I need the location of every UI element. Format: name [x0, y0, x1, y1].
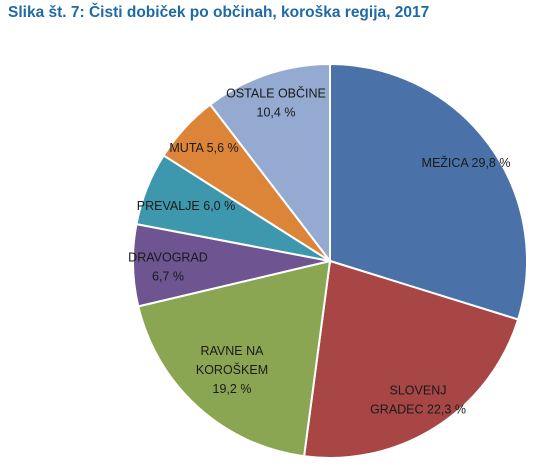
- slice-label-muta: MUTA 5,6 %: [169, 141, 238, 155]
- slice-label-mezica: MEŽICA 29,8 %: [422, 155, 511, 170]
- slice-label-ravne-na-koroskem: RAVNE NA KOROŠKEM 19,2 %: [196, 344, 268, 396]
- pie-slice-ostale-obcine: [208, 62, 331, 264]
- pie-slice-ravne-na-koroskem: [137, 259, 332, 458]
- slice-label-dravograd: DRAVOGRAD 6,7 %: [128, 251, 208, 284]
- slice-label-slovenj-gradec: SLOVENJ GRADEC 22,3 %: [370, 384, 466, 417]
- chart-title: Slika št. 7: Čisti dobiček po občinah, k…: [8, 4, 430, 21]
- pie-slice-mezica: [329, 62, 528, 321]
- slice-label-prevalje: PREVALJE 6,0 %: [137, 199, 235, 213]
- slice-label-ostale-obcine: OSTALE OBČINE 10,4 %: [226, 86, 326, 120]
- pie-slice-slovenj-gradec: [302, 259, 520, 459]
